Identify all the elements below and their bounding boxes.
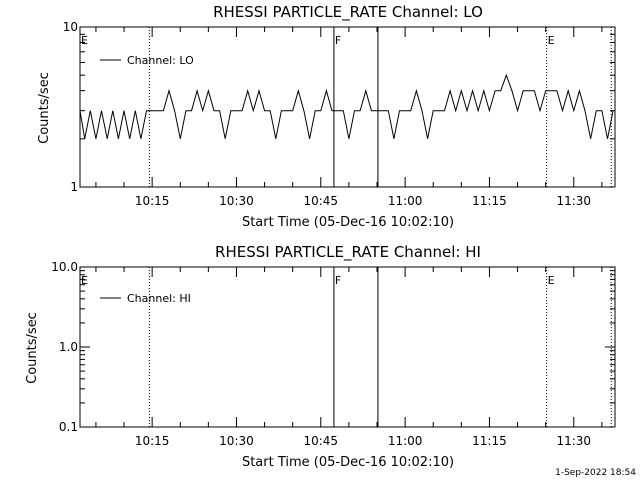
panel-hi-xlabel: Start Time (05-Dec-16 10:02:10)	[242, 455, 454, 470]
panel-lo-frame	[79, 26, 616, 188]
footer-timestamp: 1-Sep-2022 18:54	[555, 468, 636, 478]
x-tick-label: 10:45	[303, 434, 338, 448]
x-tick-label: 11:30	[556, 194, 591, 208]
x-tick-label: 11:00	[388, 434, 423, 448]
y-tick-label: 0.1	[59, 420, 78, 434]
panel-hi-ylabel: Counts/sec	[25, 312, 40, 384]
panel-hi: RHESSI PARTICLE_RATE Channel: HI Counts/…	[25, 243, 616, 470]
panel-hi-title: RHESSI PARTICLE_RATE Channel: HI	[215, 243, 481, 262]
y-tick-label: 10.0	[51, 260, 78, 274]
y-tick-label: 10	[63, 20, 78, 34]
x-tick-label: 10:30	[219, 194, 254, 208]
x-tick-label: 10:30	[219, 434, 254, 448]
panel-lo-ylabel: Counts/sec	[37, 72, 52, 144]
panel-lo-legend-label: Channel: LO	[127, 54, 194, 67]
x-tick-label: 11:00	[388, 194, 423, 208]
event-marker-label: E	[81, 274, 88, 287]
panel-hi-legend-label: Channel: HI	[127, 292, 191, 305]
x-tick-label: 11:15	[472, 434, 507, 448]
x-tick-label: 10:15	[135, 194, 170, 208]
panel-lo: RHESSI PARTICLE_RATE Channel: LO Counts/…	[37, 3, 616, 230]
event-marker-label: E	[548, 274, 555, 287]
event-marker-label: F	[335, 34, 341, 47]
x-tick-label: 11:15	[472, 194, 507, 208]
event-marker-label: E	[81, 34, 88, 47]
event-marker-label: F	[335, 274, 341, 287]
x-tick-label: 11:30	[556, 434, 591, 448]
panel-hi-frame	[79, 266, 616, 428]
event-marker-label: E	[548, 34, 555, 47]
panel-lo-xlabel: Start Time (05-Dec-16 10:02:10)	[242, 215, 454, 230]
x-tick-label: 10:15	[135, 434, 170, 448]
y-tick-label: 1.0	[59, 340, 78, 354]
x-tick-label: 10:45	[303, 194, 338, 208]
y-tick-label: 1	[70, 180, 78, 194]
panel-lo-title: RHESSI PARTICLE_RATE Channel: LO	[213, 3, 483, 22]
series-line-lo	[79, 73, 614, 139]
